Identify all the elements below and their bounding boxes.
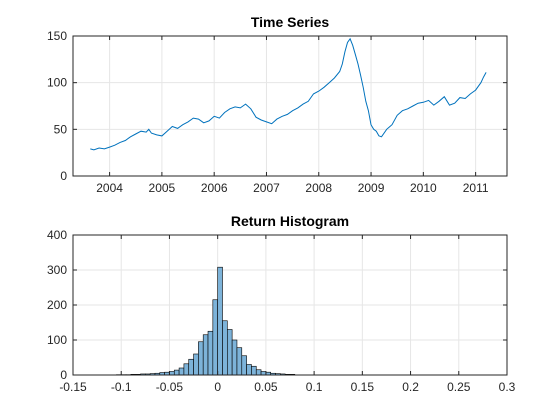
y-tick-label: 0 (60, 368, 67, 382)
histogram-bar (227, 329, 233, 376)
histogram-bar (198, 341, 204, 376)
histogram-bar (178, 367, 185, 376)
x-tick-label: 2010 (410, 181, 437, 195)
x-tick-label: 2005 (149, 181, 176, 195)
time-series-title: Time Series (251, 14, 330, 30)
x-tick-label: 0.1 (306, 380, 323, 394)
x-tick-label: 2009 (358, 181, 385, 195)
histogram-bar (212, 299, 218, 376)
x-tick-label: -0.05 (156, 380, 184, 394)
histogram-bar (188, 358, 194, 376)
x-tick-label: 2006 (201, 181, 228, 195)
x-tick-label: 0.15 (351, 380, 375, 394)
x-tick-label: 0.25 (447, 380, 471, 394)
histogram-bars (116, 266, 296, 376)
histogram-bar (241, 355, 247, 376)
histogram-bar (173, 369, 180, 376)
y-tick-label: 300 (47, 263, 67, 277)
return-histogram-title: Return Histogram (231, 213, 349, 229)
histogram-axes-box (72, 234, 508, 376)
y-tick-label: 50 (54, 122, 68, 136)
histogram-bar (169, 371, 175, 376)
histogram-bar (222, 320, 228, 376)
time-series-line (90, 37, 487, 151)
x-tick-label: 0.3 (499, 380, 516, 394)
return-histogram-plot: Return Histogram -0.15 -0.1 -0.05 0 0.05 0.1 0… (47, 213, 516, 394)
y-tick-label: 100 (47, 333, 67, 347)
time-series-ticks: 2004 2005 2006 2007 2008 2009 2010 2011 0 50 100 15… (47, 29, 507, 195)
y-tick-label: 400 (47, 228, 67, 242)
histogram-bar (255, 369, 262, 376)
x-tick-label: 2008 (305, 181, 332, 195)
x-tick-label: 2011 (463, 181, 489, 195)
histogram-bar (246, 364, 252, 376)
y-tick-label: 150 (47, 29, 67, 43)
x-tick-label: -0.1 (111, 380, 132, 394)
histogram-bar (217, 266, 223, 376)
histogram-bar (207, 330, 214, 376)
x-tick-label: 0.05 (254, 380, 278, 394)
histogram-bar (231, 339, 238, 376)
x-tick-label: -0.15 (59, 380, 87, 394)
histogram-bar (193, 353, 199, 376)
histogram-bar (236, 347, 243, 376)
time-series-plot: Time Series 2004 2005 2006 2007 2008 2009 2010… (47, 14, 508, 195)
histogram-ticks: -0.15 -0.1 -0.05 0 0.05 0.1 0.15 0.2 0.25 0.3 0 100… (47, 228, 516, 394)
histogram-bar (202, 334, 209, 376)
x-tick-label: 2007 (253, 181, 280, 195)
x-tick-label: 0.2 (402, 380, 419, 394)
time-series-axes-box (72, 35, 508, 177)
histogram-bar (260, 371, 267, 376)
x-tick-label: 2004 (96, 181, 123, 195)
y-tick-label: 0 (60, 169, 67, 183)
x-tick-label: 0 (214, 380, 221, 394)
y-tick-label: 100 (47, 76, 67, 90)
time-series-grid (73, 35, 507, 177)
histogram-bar (183, 363, 190, 376)
y-tick-label: 200 (47, 298, 67, 312)
histogram-grid (72, 234, 508, 376)
histogram-bar (251, 365, 257, 376)
